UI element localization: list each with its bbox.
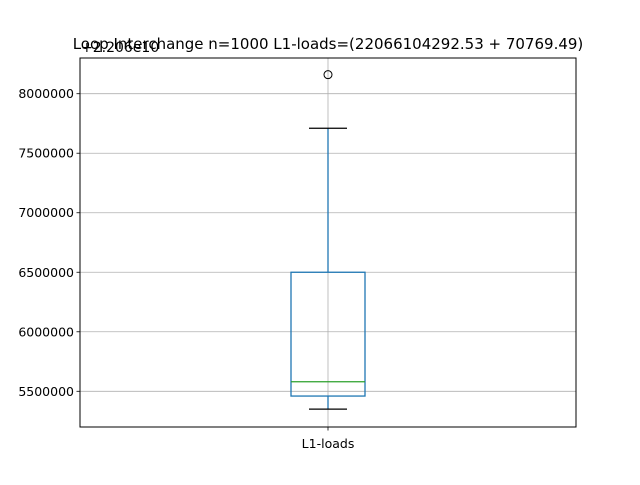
y-tick-label: 7000000 bbox=[18, 205, 74, 220]
y-tick-label: 7500000 bbox=[18, 146, 74, 161]
outlier-point bbox=[323, 70, 333, 80]
y-axis-ticks: 5500000 6000000 6500000 7000000 7500000 80000… bbox=[18, 86, 80, 399]
y-axis-offset-label: +2.206e10 bbox=[81, 40, 159, 56]
boxes-group bbox=[290, 70, 366, 410]
y-tick-label: 6000000 bbox=[18, 324, 74, 339]
chart-title: Loop Interchange n=1000 L1-loads=(220661… bbox=[73, 35, 584, 53]
y-tick-label: 6500000 bbox=[18, 265, 74, 280]
y-tick-label: 8000000 bbox=[18, 86, 74, 101]
x-axis-ticks: L1-loads bbox=[302, 427, 355, 451]
x-tick-label: L1-loads bbox=[302, 436, 355, 451]
y-tick-label: 5500000 bbox=[18, 384, 74, 399]
box-iqr bbox=[290, 271, 366, 397]
